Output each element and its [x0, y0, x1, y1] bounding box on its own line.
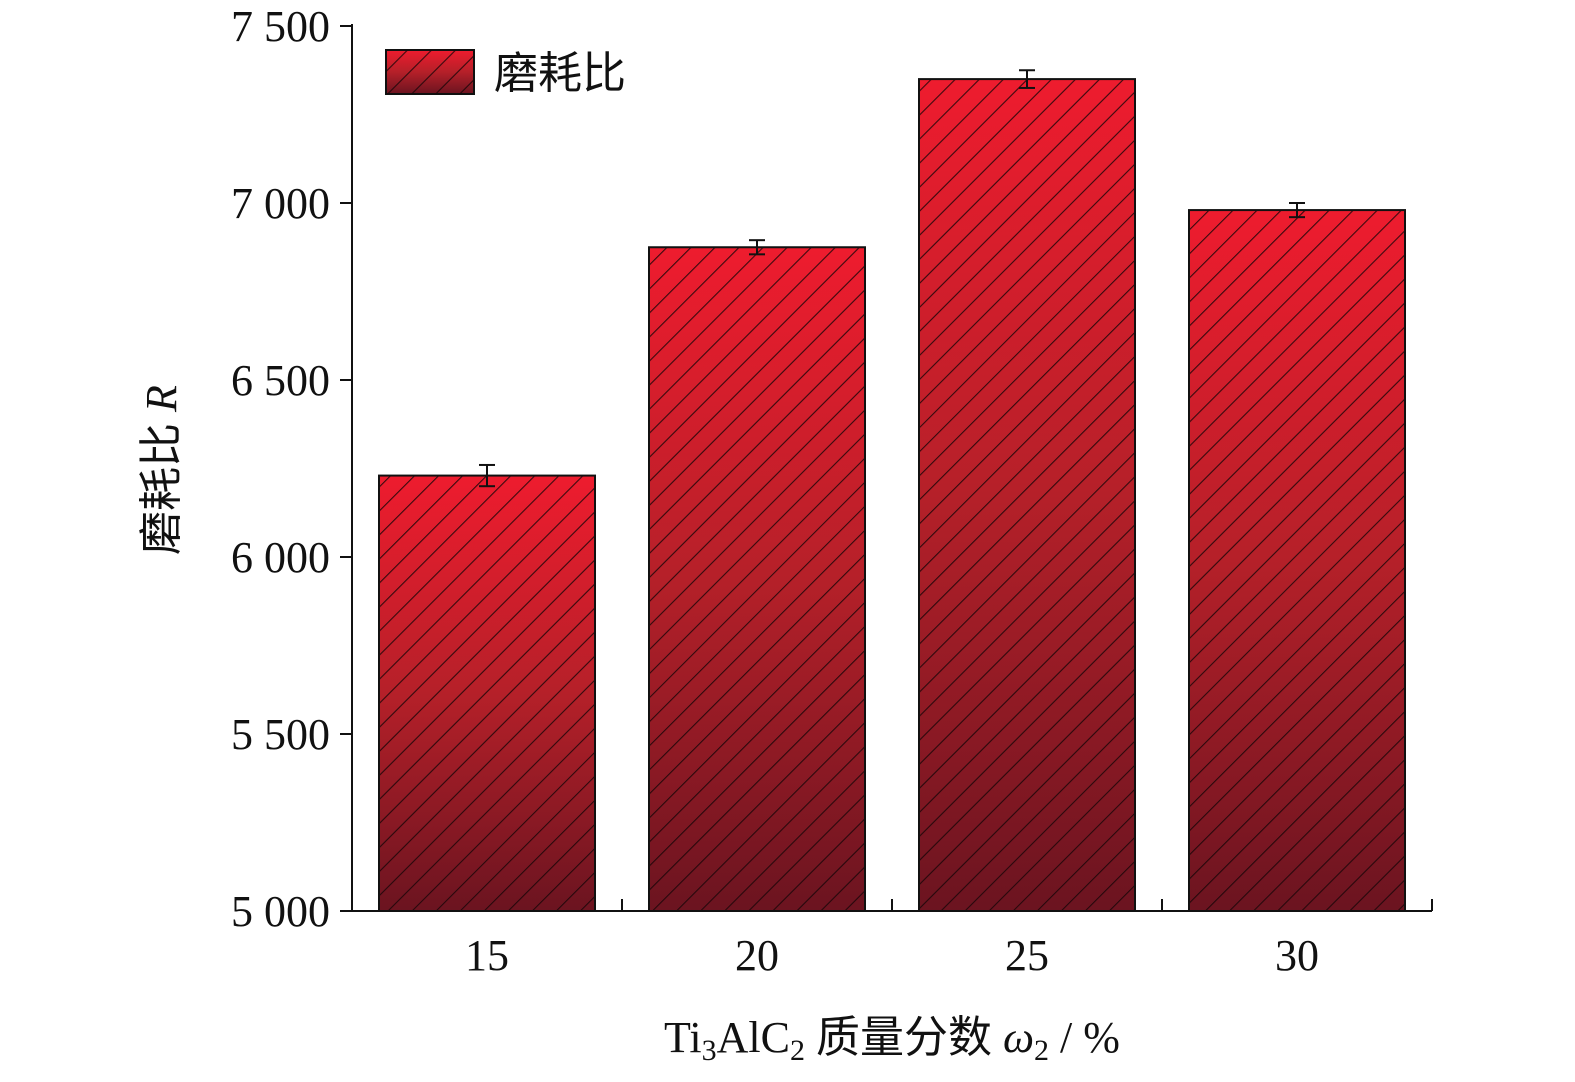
x-title-sub1: 3	[702, 1034, 717, 1067]
legend-swatch-hatch	[386, 50, 474, 94]
x-title-unit: / %	[1049, 1013, 1120, 1062]
bar-hatch-20	[649, 247, 865, 911]
x-tick-label-15: 15	[465, 931, 509, 980]
y-axis-title-var: R	[137, 385, 186, 413]
x-title-var-sub: 2	[1034, 1034, 1049, 1067]
x-tick-label-30: 30	[1275, 931, 1319, 980]
legend-label: 磨耗比	[494, 49, 626, 98]
y-tick-label-5000: 5 000	[231, 887, 330, 936]
x-title-var: ω	[1003, 1013, 1034, 1062]
y-axis-title-text: 磨耗比	[137, 412, 186, 555]
x-tick-label-25: 25	[1005, 931, 1049, 980]
bar-hatch-15	[379, 475, 595, 911]
y-ticks: 5 000 5 500 6 000 6 500 7 000 7 500	[231, 2, 352, 936]
x-ticks: 15 20 25 30	[465, 899, 1433, 980]
x-tick-label-20: 20	[735, 931, 779, 980]
y-tick-label-7500: 7 500	[231, 2, 330, 51]
y-tick-label-6500: 6 500	[231, 356, 330, 405]
error-bars	[479, 69, 1305, 488]
x-title-mid: AlC	[717, 1013, 790, 1062]
y-tick-label-5500: 5 500	[231, 710, 330, 759]
bar-hatch-25	[919, 79, 1135, 912]
bar-hatch-30	[1189, 210, 1405, 911]
y-tick-label-7000: 7 000	[231, 179, 330, 228]
x-axis-title: Ti3AlC2 质量分数 ω2 / %	[664, 1013, 1120, 1067]
y-tick-label-6000: 6 000	[231, 533, 330, 582]
x-title-text: 质量分数	[805, 1013, 1003, 1062]
x-title-prefix: Ti	[664, 1013, 702, 1062]
legend: 磨耗比	[385, 49, 626, 98]
y-axis-title: 磨耗比 R	[137, 385, 186, 555]
x-title-sub2: 2	[790, 1034, 805, 1067]
bars	[378, 78, 1406, 913]
